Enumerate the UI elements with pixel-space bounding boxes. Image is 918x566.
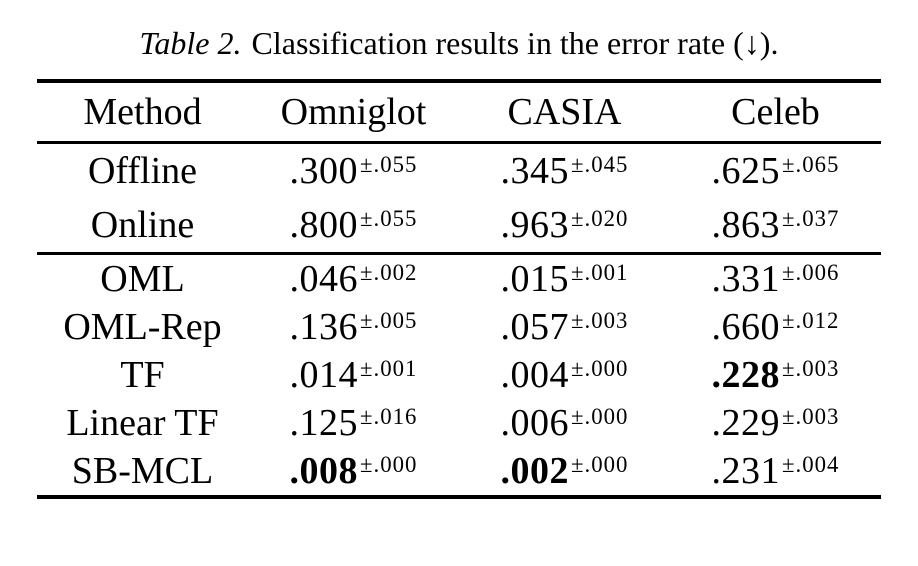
std-superscript: ±.055 — [360, 152, 418, 178]
method-label: Offline — [87, 150, 198, 192]
result-cell: .625±.065 — [670, 143, 881, 199]
error-rate-value: .863 — [711, 204, 781, 246]
method-label: OML-Rep — [63, 306, 222, 348]
column-header-casia: CASIA — [507, 91, 622, 133]
error-rate-value: .006 — [500, 402, 570, 444]
std-superscript: ±.002 — [360, 260, 418, 286]
std-superscript: ±.000 — [571, 452, 629, 478]
result-cell: .008±.000 — [248, 447, 459, 497]
std-superscript: ±.006 — [782, 260, 840, 286]
result-cell: .014±.001 — [248, 351, 459, 399]
std-superscript: ±.003 — [571, 308, 629, 334]
column-header-omniglot: Omniglot — [280, 91, 427, 133]
result-cell: .345±.045 — [459, 143, 670, 199]
error-rate-value: .015 — [500, 258, 570, 300]
error-rate-value: .004 — [500, 354, 570, 396]
result-cell: .800±.055 — [248, 198, 459, 254]
table-row-online: Online .800±.055 .963±.020 .863±.037 — [37, 198, 881, 254]
method-label: OML — [100, 258, 185, 300]
error-rate-value: .963 — [500, 204, 570, 246]
table-row-sb-mcl: SB-MCL .008±.000 .002±.000 .231±.004 — [37, 447, 881, 497]
std-superscript: ±.016 — [360, 404, 418, 430]
result-cell: .963±.020 — [459, 198, 670, 254]
error-rate-value: .228 — [711, 354, 781, 396]
std-superscript: ±.003 — [782, 356, 840, 382]
result-cell: .331±.006 — [670, 254, 881, 304]
table-header: Method Omniglot CASIA Celeb — [37, 81, 881, 143]
result-cell: .300±.055 — [248, 143, 459, 199]
error-rate-value: .008 — [289, 450, 359, 492]
result-cell: .015±.001 — [459, 254, 670, 304]
column-header-celeb: Celeb — [731, 91, 820, 133]
result-cell: .002±.000 — [459, 447, 670, 497]
error-rate-value: .660 — [711, 306, 781, 348]
result-cell: .136±.005 — [248, 303, 459, 351]
result-cell: .660±.012 — [670, 303, 881, 351]
baselines-group: Offline .300±.055 .345±.045 .625±.065 On… — [37, 143, 881, 254]
method-label: TF — [120, 354, 165, 396]
std-superscript: ±.001 — [571, 260, 629, 286]
result-cell: .229±.003 — [670, 399, 881, 447]
result-cell: .125±.016 — [248, 399, 459, 447]
table-caption: Table 2. Classification results in the er… — [0, 22, 918, 64]
result-cell: .228±.003 — [670, 351, 881, 399]
table-row-oml-rep: OML-Rep .136±.005 .057±.003 .660±.012 — [37, 303, 881, 351]
std-superscript: ±.012 — [782, 308, 840, 334]
std-superscript: ±.000 — [571, 404, 629, 430]
error-rate-value: .229 — [711, 402, 781, 444]
result-cell: .231±.004 — [670, 447, 881, 497]
std-superscript: ±.037 — [782, 206, 840, 232]
result-cell: .057±.003 — [459, 303, 670, 351]
table-row-offline: Offline .300±.055 .345±.045 .625±.065 — [37, 143, 881, 199]
method-label: Online — [90, 204, 195, 246]
methods-group: OML .046±.002 .015±.001 .331±.006 OML-Re… — [37, 254, 881, 498]
error-rate-value: .014 — [289, 354, 359, 396]
std-superscript: ±.003 — [782, 404, 840, 430]
error-rate-value: .800 — [289, 204, 359, 246]
error-rate-value: .625 — [711, 150, 781, 192]
error-rate-value: .231 — [711, 450, 781, 492]
error-rate-value: .300 — [289, 150, 359, 192]
method-label: SB-MCL — [71, 450, 214, 492]
result-cell: .046±.002 — [248, 254, 459, 304]
result-cell: .006±.000 — [459, 399, 670, 447]
table-caption-label: Table 2. — [139, 25, 242, 61]
std-superscript: ±.045 — [571, 152, 629, 178]
error-rate-value: .002 — [500, 450, 570, 492]
std-superscript: ±.004 — [782, 452, 840, 478]
error-rate-value: .046 — [289, 258, 359, 300]
error-rate-value: .125 — [289, 402, 359, 444]
std-superscript: ±.000 — [360, 452, 418, 478]
table-row-oml: OML .046±.002 .015±.001 .331±.006 — [37, 254, 881, 304]
std-superscript: ±.000 — [571, 356, 629, 382]
error-rate-value: .057 — [500, 306, 570, 348]
table-row-linear-tf: Linear TF .125±.016 .006±.000 .229±.003 — [37, 399, 881, 447]
table-caption-text: Classification results in the error rate… — [251, 25, 779, 61]
std-superscript: ±.005 — [360, 308, 418, 334]
error-rate-value: .136 — [289, 306, 359, 348]
result-cell: .004±.000 — [459, 351, 670, 399]
table-row-tf: TF .014±.001 .004±.000 .228±.003 — [37, 351, 881, 399]
error-rate-value: .331 — [711, 258, 781, 300]
std-superscript: ±.055 — [360, 206, 418, 232]
std-superscript: ±.001 — [360, 356, 418, 382]
method-label: Linear TF — [66, 402, 219, 444]
result-cell: .863±.037 — [670, 198, 881, 254]
error-rate-value: .345 — [500, 150, 570, 192]
std-superscript: ±.065 — [782, 152, 840, 178]
results-table: Method Omniglot CASIA Celeb Offline .300… — [37, 79, 881, 499]
header-row: Method Omniglot CASIA Celeb — [37, 81, 881, 143]
std-superscript: ±.020 — [571, 206, 629, 232]
column-header-method: Method — [83, 91, 202, 133]
